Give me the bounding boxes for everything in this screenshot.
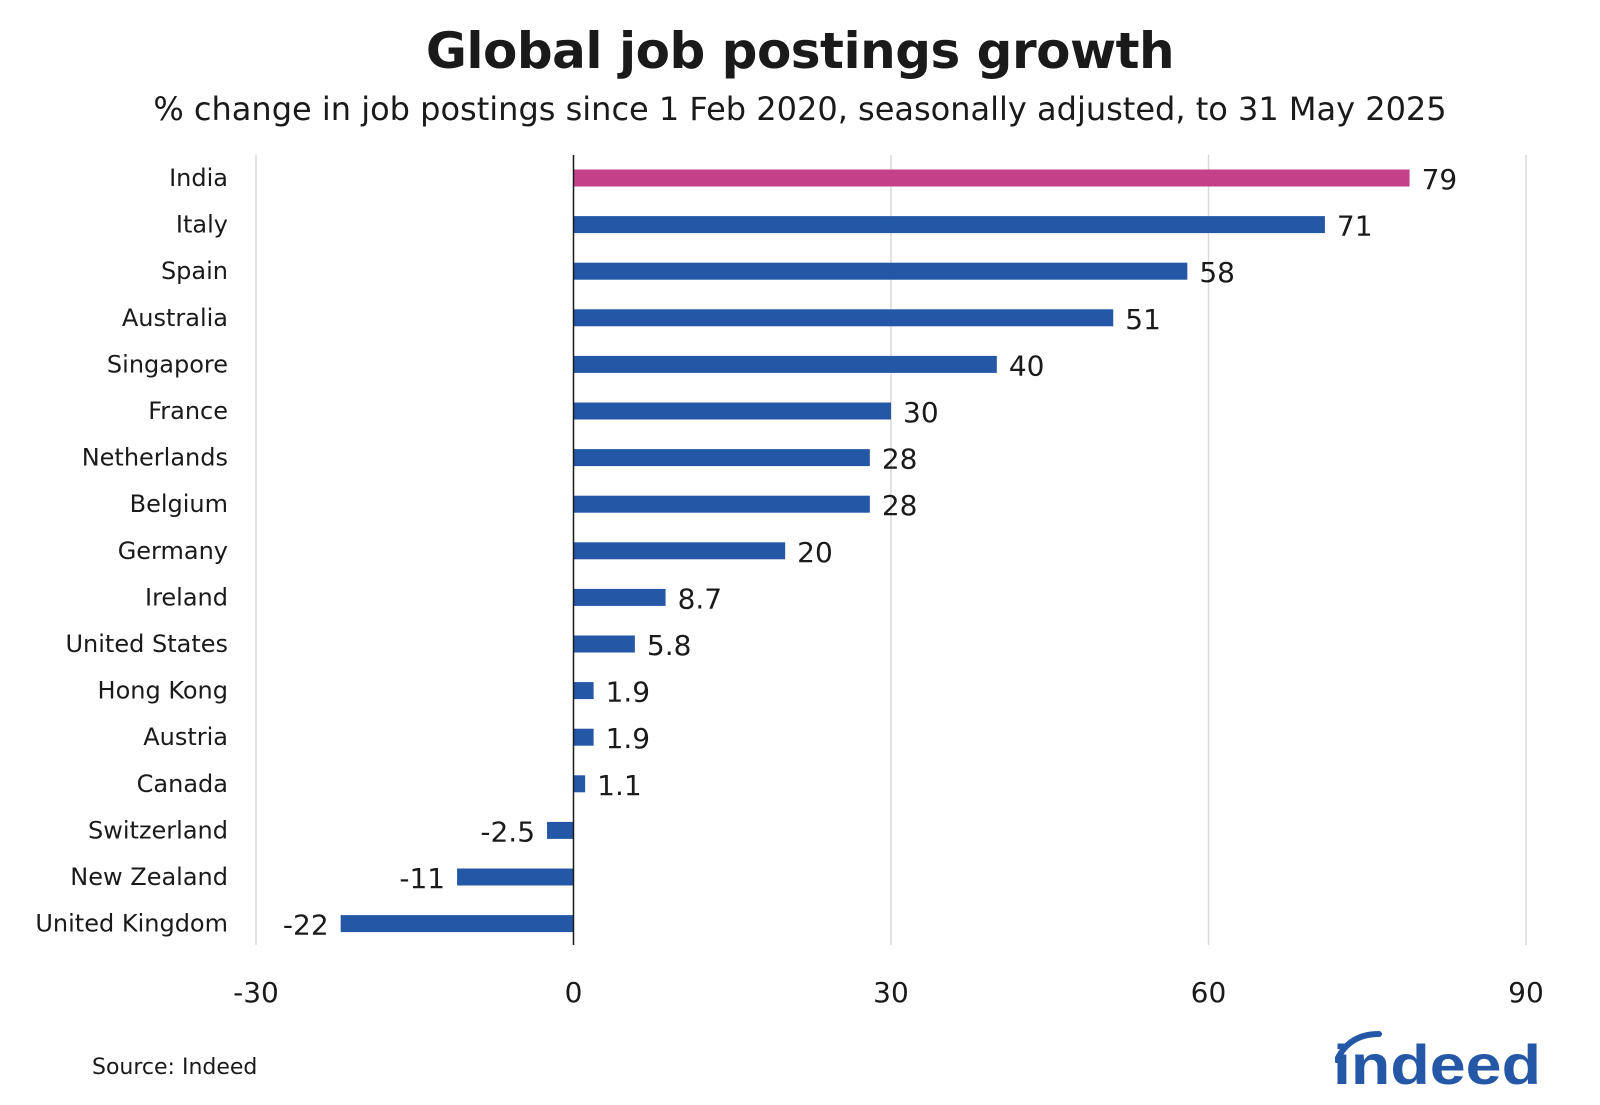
bar xyxy=(573,169,1410,187)
bar xyxy=(573,262,1188,280)
data-label: 28 xyxy=(882,489,918,522)
bar xyxy=(573,355,997,373)
category-label: Hong Kong xyxy=(98,677,228,705)
category-label: Ireland xyxy=(145,583,228,611)
data-label: 79 xyxy=(1422,163,1458,196)
x-tick-label: -30 xyxy=(233,976,279,1009)
bar xyxy=(573,728,594,746)
x-tick-label: 90 xyxy=(1508,976,1544,1009)
data-label: 28 xyxy=(882,443,918,476)
bar xyxy=(547,821,574,839)
category-label: United States xyxy=(65,630,228,658)
bar xyxy=(573,588,666,606)
data-label: 40 xyxy=(1009,349,1045,382)
data-label: 58 xyxy=(1199,256,1235,289)
bar xyxy=(457,868,574,886)
category-label: Spain xyxy=(161,257,228,285)
bar xyxy=(573,682,594,700)
bar xyxy=(573,216,1325,234)
bar xyxy=(573,449,870,467)
category-label: Belgium xyxy=(130,490,228,518)
category-label: Italy xyxy=(176,211,228,239)
category-label: Australia xyxy=(122,304,228,332)
data-label: 5.8 xyxy=(647,629,692,662)
data-label: 20 xyxy=(797,536,833,569)
data-label: -11 xyxy=(399,862,445,895)
bar xyxy=(573,542,786,560)
bar xyxy=(573,309,1114,327)
category-label: India xyxy=(169,164,228,192)
bar xyxy=(573,775,586,793)
category-label: Netherlands xyxy=(82,444,228,472)
bar xyxy=(573,495,870,513)
x-tick-label: 30 xyxy=(873,976,909,1009)
data-label: 1.9 xyxy=(606,676,651,709)
logo-wordmark: indeed xyxy=(1335,1033,1541,1090)
data-label: 8.7 xyxy=(678,582,723,615)
data-label: -22 xyxy=(283,909,329,942)
logo-swoosh xyxy=(1335,1031,1382,1063)
source-note: Source: Indeed xyxy=(92,1055,258,1080)
category-label: Austria xyxy=(143,723,228,751)
data-label: 1.1 xyxy=(597,769,642,802)
bar xyxy=(573,402,891,420)
data-label: 51 xyxy=(1125,303,1161,336)
x-tick-label: 0 xyxy=(565,976,583,1009)
data-label: 71 xyxy=(1337,210,1373,243)
category-label: France xyxy=(148,397,228,425)
indeed-logo: indeed xyxy=(1335,1031,1541,1090)
category-label: New Zealand xyxy=(70,863,228,891)
bar xyxy=(340,915,574,933)
data-label: -2.5 xyxy=(480,815,535,848)
chart-subtitle: % change in job postings since 1 Feb 202… xyxy=(153,90,1447,128)
data-label: 30 xyxy=(903,396,939,429)
bar xyxy=(573,635,635,653)
chart-title: Global job postings growth xyxy=(425,22,1175,80)
category-label: Canada xyxy=(137,770,228,798)
category-label: Switzerland xyxy=(88,816,228,844)
x-tick-label: 60 xyxy=(1191,976,1227,1009)
category-label: Singapore xyxy=(107,350,228,378)
category-label: Germany xyxy=(118,537,228,565)
data-label: 1.9 xyxy=(606,722,651,755)
category-label: United Kingdom xyxy=(35,910,228,938)
